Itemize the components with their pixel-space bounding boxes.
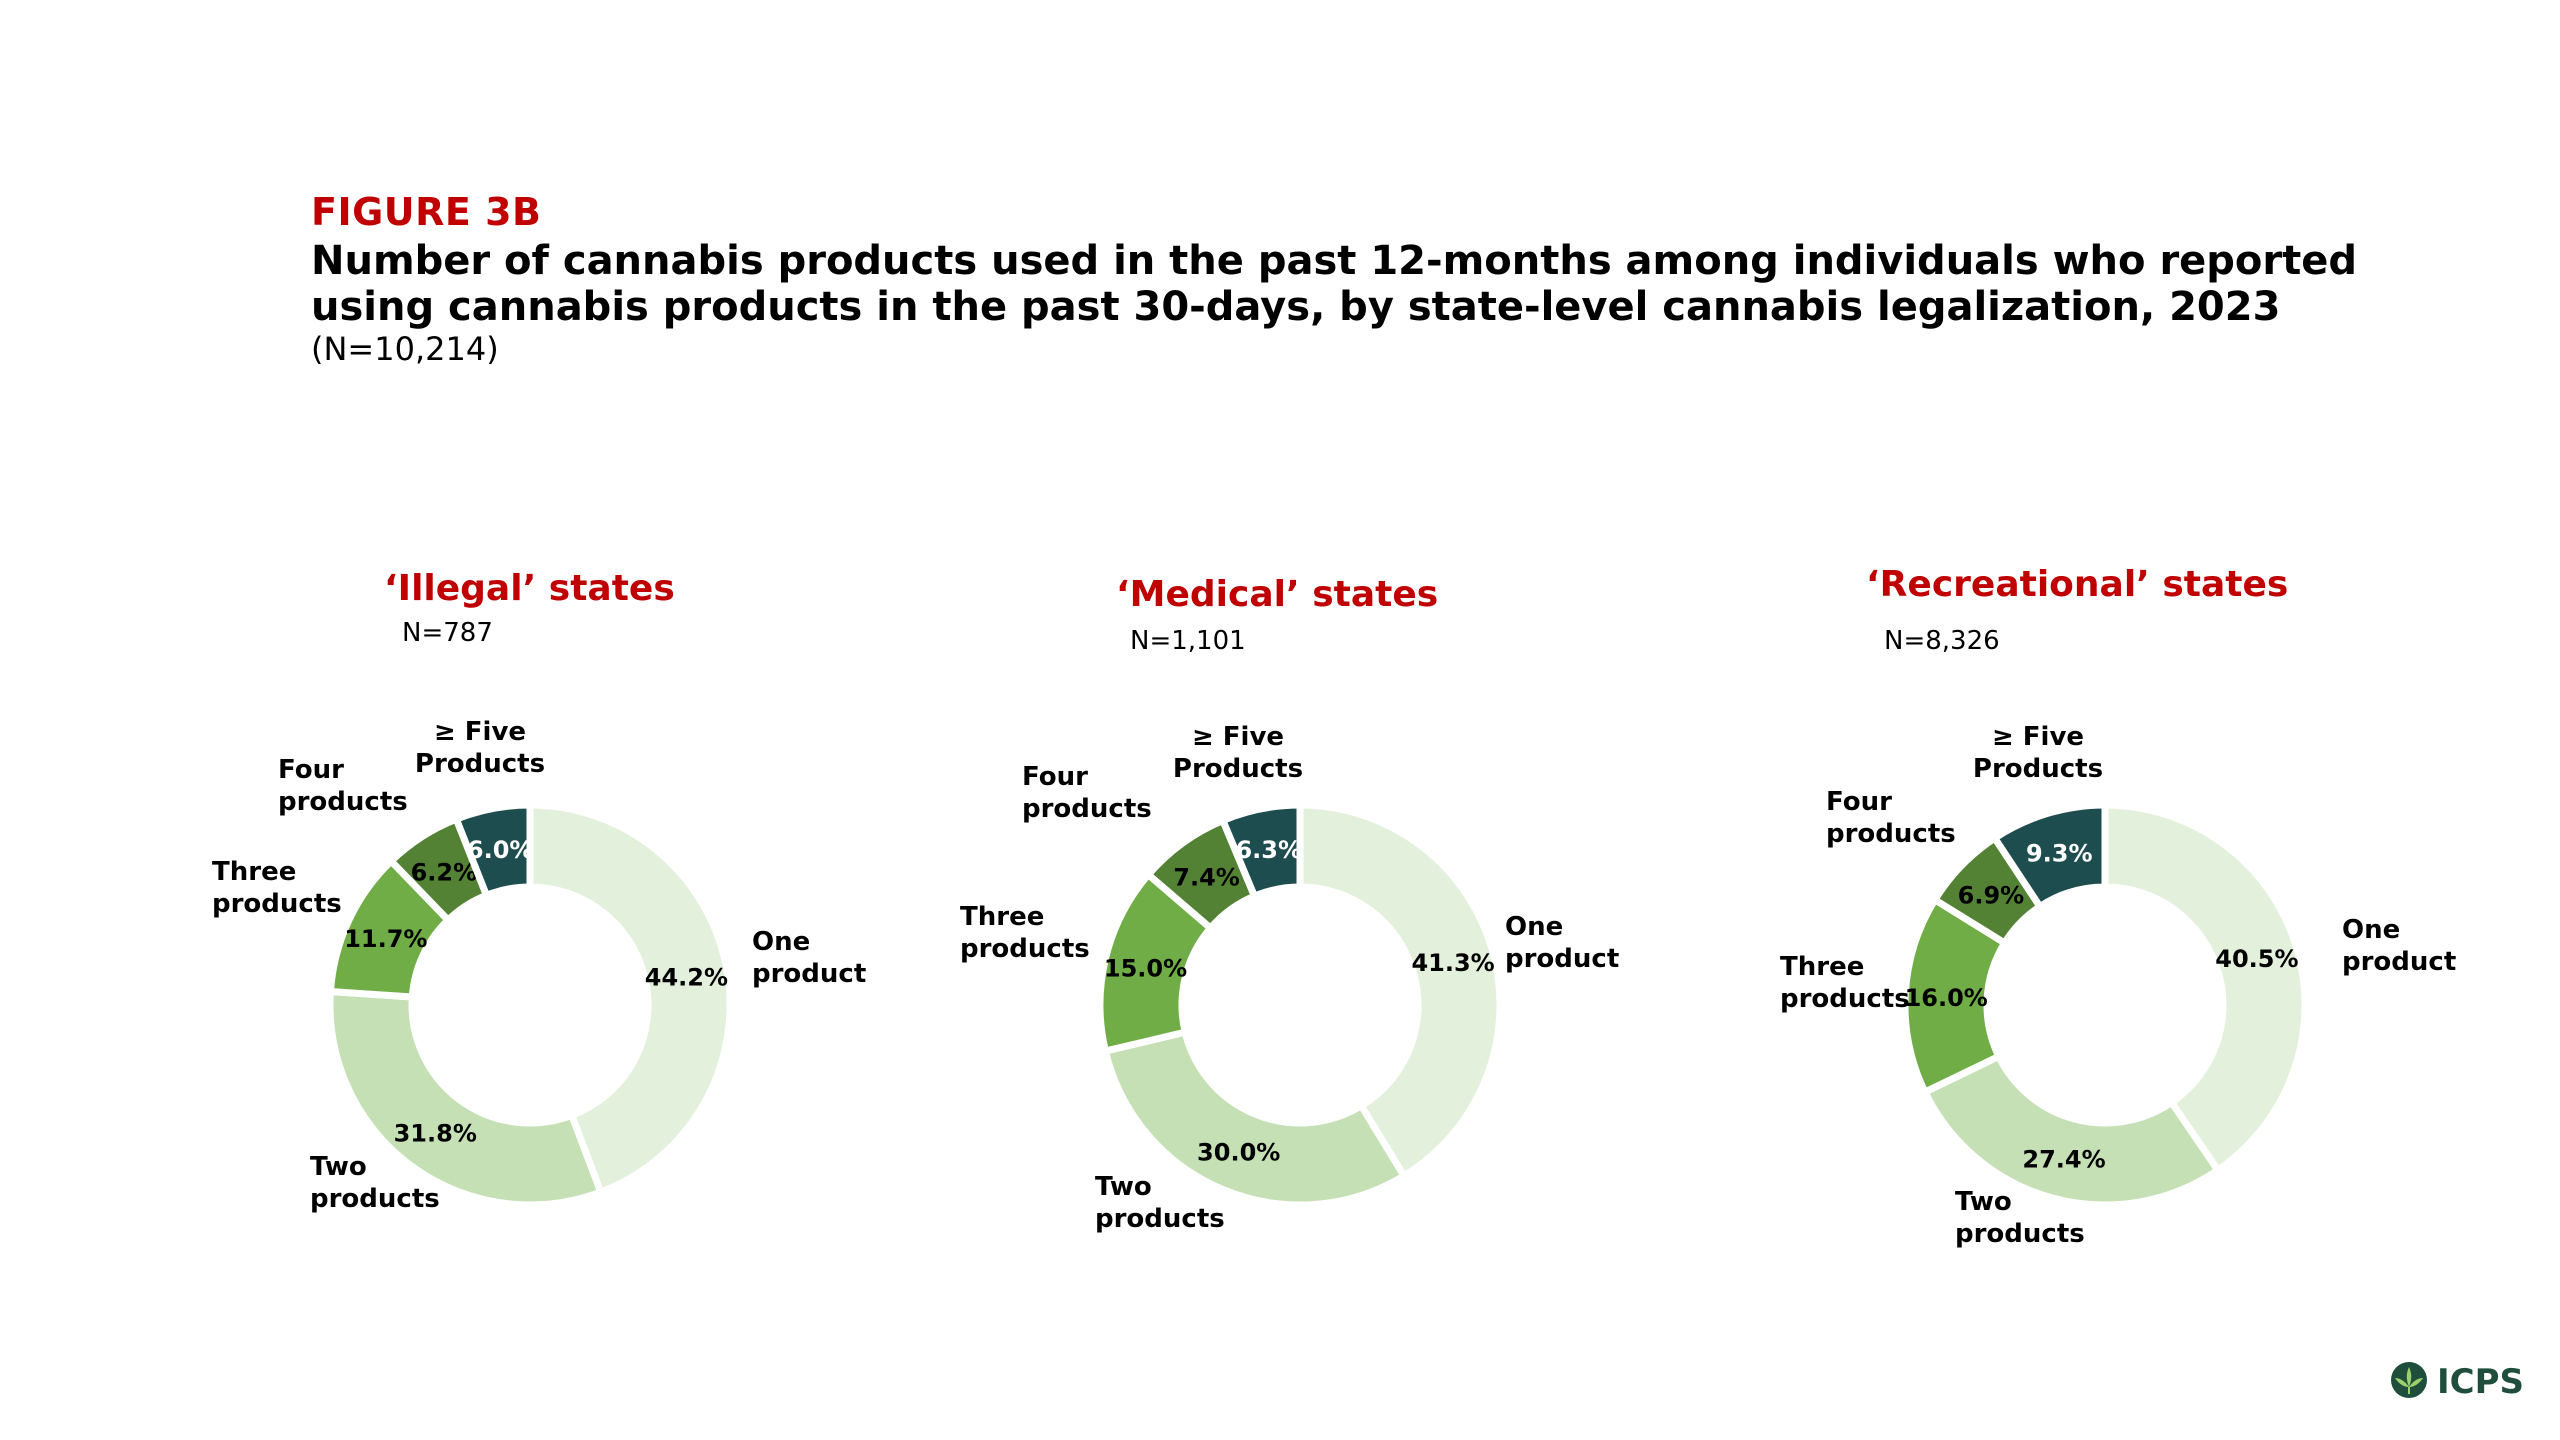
slice-one-product — [2101, 801, 2309, 1175]
slice-two-products — [1101, 1027, 1409, 1209]
icps-logo: ICPS — [2389, 1360, 2524, 1404]
slice-five-products — [1989, 801, 2109, 912]
value-label-four-products: 7.4% — [1173, 863, 1240, 891]
category-label-four-products: Four products — [1022, 762, 1152, 824]
category-label-one-product: One product — [2342, 915, 2456, 977]
category-label-two-products: Two products — [1955, 1187, 2085, 1249]
category-label-five-products: ≥ Five Products — [1973, 722, 2103, 784]
panel-n-recreational: N=8,326 — [1884, 626, 2000, 656]
value-label-five-products: 6.3% — [1235, 836, 1302, 864]
cannabis-leaf-icon — [2389, 1360, 2429, 1404]
category-label-four-products: Four products — [1826, 787, 1956, 849]
category-label-five-products: ≥ Five Products — [1173, 722, 1303, 784]
category-label-one-product: One product — [1505, 912, 1619, 974]
value-label-four-products: 6.9% — [1958, 881, 2025, 909]
value-label-two-products: 27.4% — [2022, 1146, 2105, 1174]
panel-n-illegal: N=787 — [402, 618, 493, 648]
value-label-one-product: 41.3% — [1411, 949, 1494, 977]
category-label-three-products: Three products — [960, 902, 1090, 964]
value-label-five-products: 9.3% — [2026, 840, 2093, 868]
panel-title-illegal: ‘Illegal’ states — [384, 568, 675, 609]
category-label-two-products: Two products — [1095, 1172, 1225, 1234]
category-label-three-products: Three products — [212, 857, 342, 919]
slice-five-products — [1218, 801, 1304, 901]
figure-title: Number of cannabis products used in the … — [311, 238, 2358, 330]
value-label-three-products: 15.0% — [1104, 954, 1187, 982]
value-label-four-products: 6.2% — [411, 858, 478, 886]
value-label-five-products: 6.0% — [467, 836, 534, 864]
panel-title-recreational: ‘Recreational’ states — [1866, 564, 2289, 605]
category-label-four-products: Four products — [278, 755, 408, 817]
category-label-five-products: ≥ Five Products — [415, 717, 545, 779]
panel-title-medical: ‘Medical’ states — [1116, 574, 1439, 615]
figure-subtitle: (N=10,214) — [311, 330, 499, 368]
slice-two-products — [326, 987, 606, 1209]
category-label-three-products: Three products — [1780, 952, 1910, 1014]
value-label-one-product: 44.2% — [645, 963, 728, 991]
value-label-three-products: 16.0% — [1905, 984, 1988, 1012]
slice-one-product — [1296, 801, 1504, 1181]
value-label-one-product: 40.5% — [2215, 945, 2298, 973]
figure-label: FIGURE 3B — [311, 190, 542, 234]
logo-text: ICPS — [2436, 1362, 2524, 1402]
value-label-two-products: 30.0% — [1197, 1139, 1280, 1167]
slice-two-products — [1920, 1051, 2223, 1209]
slice-five-products — [451, 801, 534, 900]
panel-n-medical: N=1,101 — [1130, 626, 1246, 656]
slice-one-product — [526, 801, 734, 1197]
category-label-two-products: Two products — [310, 1152, 440, 1214]
category-label-one-product: One product — [752, 927, 866, 989]
value-label-three-products: 11.7% — [344, 925, 427, 953]
value-label-two-products: 31.8% — [394, 1120, 477, 1148]
